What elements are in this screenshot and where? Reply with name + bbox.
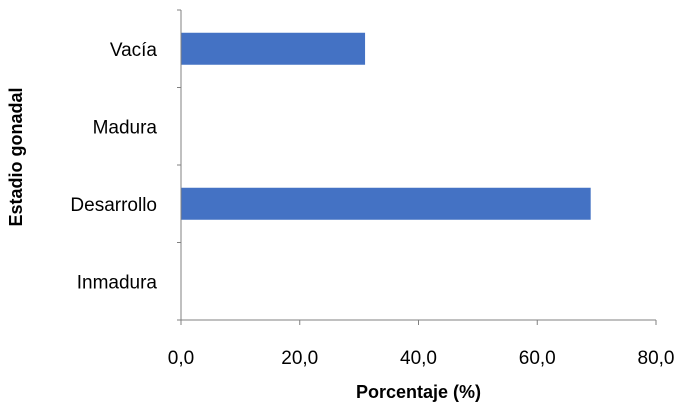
- x-tick-label: 20,0: [281, 348, 318, 369]
- x-tick-label: 0,0: [168, 348, 194, 369]
- y-tick-label: Madura: [93, 117, 158, 138]
- bar-desarrollo: [181, 187, 591, 220]
- y-tick-label: Vacía: [110, 40, 158, 61]
- x-ticks-group: 0,0 20,0 40,0 60,0 80,0: [168, 320, 675, 369]
- x-tick-label: 40,0: [400, 348, 437, 369]
- y-tick-label: Desarrollo: [70, 195, 157, 216]
- x-tick-label: 80,0: [638, 348, 675, 369]
- x-tick-label: 60,0: [519, 348, 556, 369]
- x-axis-title: Porcentaje (%): [356, 382, 481, 402]
- y-ticks-group: Inmadura Desarrollo Madura Vacía: [70, 9, 181, 321]
- y-tick-label: Inmadura: [77, 272, 158, 293]
- bar-vacía: [181, 32, 366, 65]
- y-axis-title: Estadio gonadal: [6, 87, 26, 226]
- bars-group: [181, 32, 591, 220]
